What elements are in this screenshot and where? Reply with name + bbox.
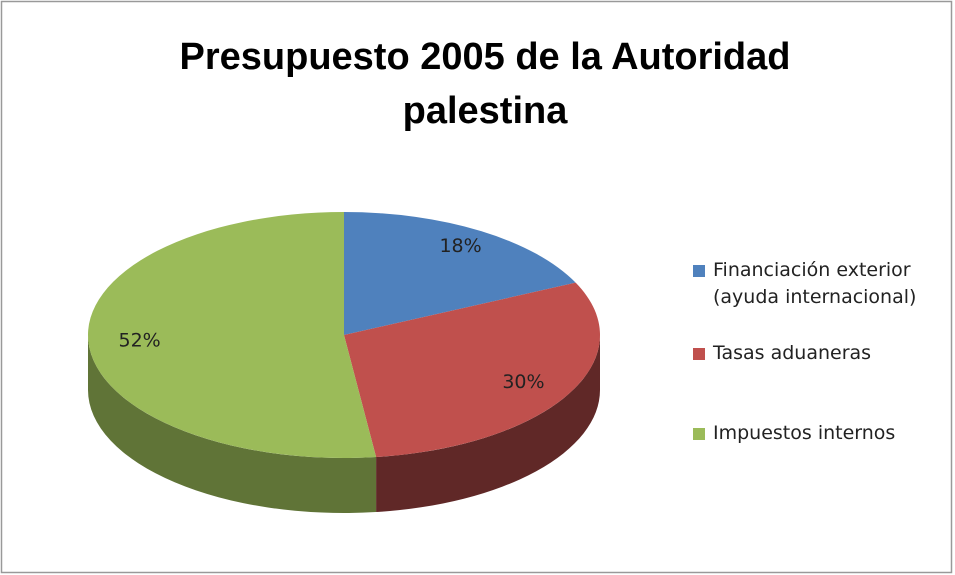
legend-label: Impuestos internos [713,422,896,444]
data-label: 52% [118,330,160,352]
legend-swatch [693,428,705,440]
slice [344,212,576,335]
slice-side [376,335,600,513]
legend-swatch [693,265,705,277]
slice [344,282,600,458]
data-label: 30% [502,371,544,393]
slice-side [88,335,377,513]
legend-label: Tasas aduaneras [713,342,872,364]
pie: 18% 30% 52% [88,212,600,513]
legend-label: Financiación exterior (ayuda internacion… [713,259,917,308]
chart-title: Presupuesto 2005 de la Autoridad palesti… [179,36,791,132]
legend-swatch [693,348,705,360]
data-label: 18% [439,235,481,257]
slice [88,212,377,458]
